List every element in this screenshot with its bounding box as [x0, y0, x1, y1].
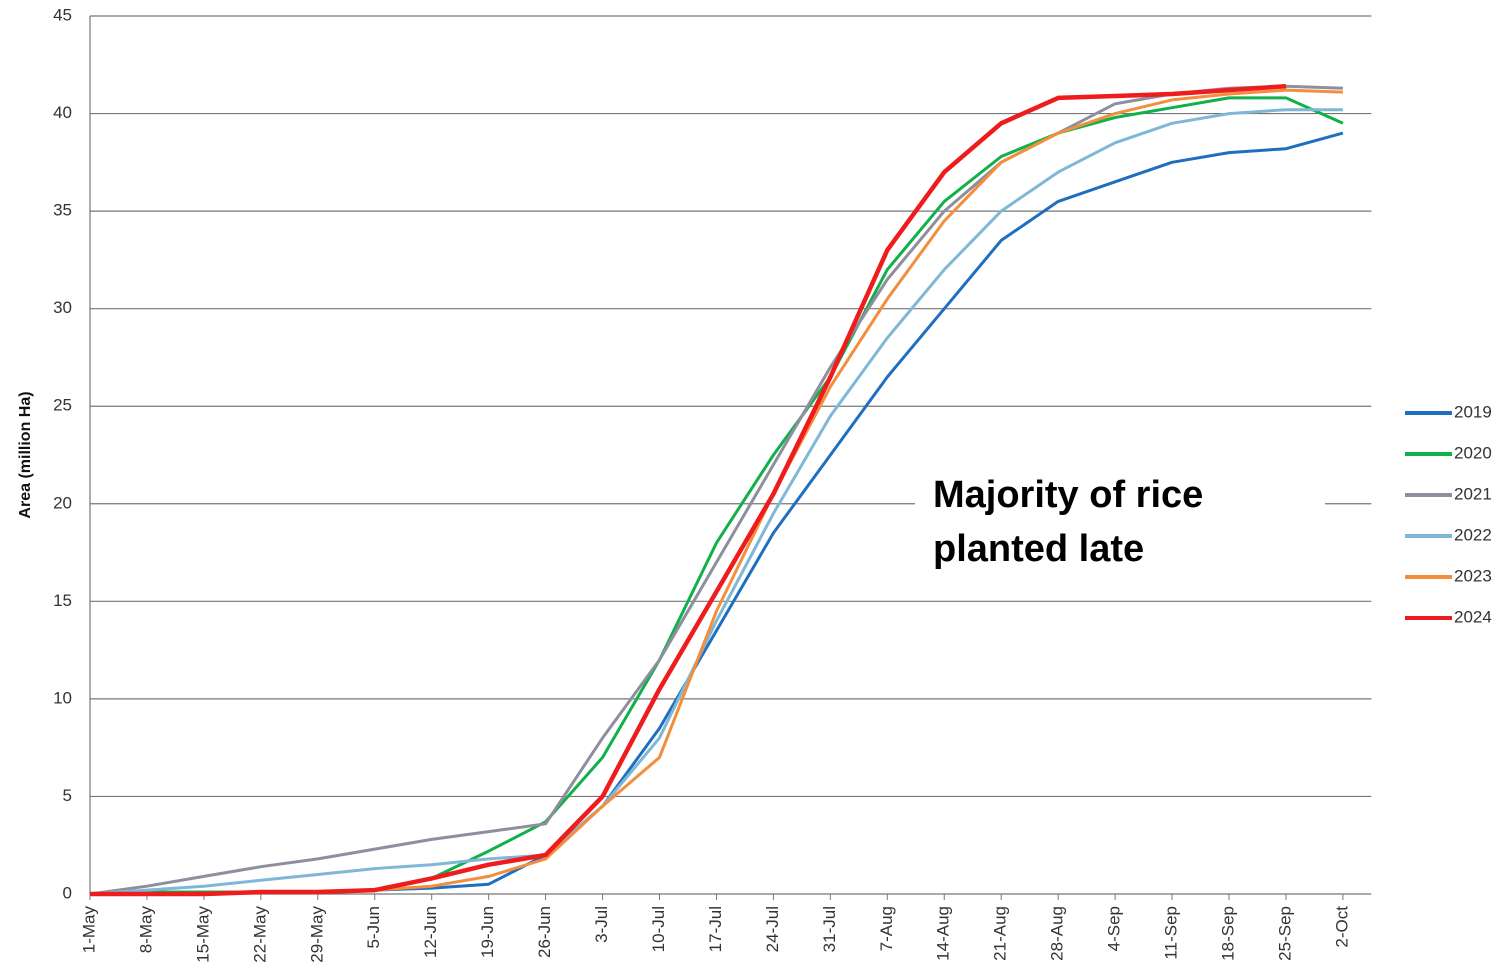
x-tick-label: 12-Jun	[421, 906, 440, 958]
x-tick-label: 29-May	[307, 906, 326, 963]
x-tick-label: 4-Sep	[1105, 906, 1124, 951]
y-tick-label: 0	[63, 883, 72, 902]
legend-label: 2020	[1454, 443, 1492, 462]
legend-label: 2024	[1454, 607, 1492, 626]
legend-label: 2022	[1454, 525, 1492, 544]
x-tick-label: 10-Jul	[649, 906, 668, 952]
x-tick-label: 25-Sep	[1275, 906, 1294, 961]
y-tick-label: 10	[53, 688, 72, 707]
y-tick-label: 45	[53, 5, 72, 24]
annotation-bg	[915, 470, 1325, 580]
x-tick-label: 22-May	[250, 906, 269, 963]
x-tick-label: 15-May	[193, 906, 212, 963]
y-tick-label: 15	[53, 591, 72, 610]
y-tick-label: 20	[53, 493, 72, 512]
x-tick-label: 24-Jul	[763, 906, 782, 952]
x-tick-label: 5-Jun	[364, 906, 383, 949]
series-line	[90, 83, 1287, 897]
x-tick-label: 26-Jun	[535, 906, 554, 958]
x-tick-label: 2-Oct	[1332, 906, 1351, 948]
y-tick-label: 25	[53, 396, 72, 415]
y-tick-label: 5	[63, 786, 72, 805]
x-tick-label: 31-Jul	[820, 906, 839, 952]
x-tick-label: 18-Sep	[1218, 906, 1237, 961]
legend-label: 2019	[1454, 402, 1492, 421]
x-tick-label: 17-Jul	[706, 906, 725, 952]
legend-label: 2023	[1454, 566, 1492, 585]
x-tick-label: 7-Aug	[877, 906, 896, 951]
y-axis-label: Area (million Ha)	[17, 391, 34, 518]
x-tick-label: 14-Aug	[934, 906, 953, 961]
y-tick-label: 35	[53, 201, 72, 220]
y-tick-label: 30	[53, 298, 72, 317]
x-tick-label: 19-Jun	[478, 906, 497, 958]
x-tick-label: 28-Aug	[1048, 906, 1067, 961]
x-tick-label: 1-May	[79, 906, 98, 954]
x-tick-label: 8-May	[136, 906, 155, 954]
x-tick-label: 3-Jul	[592, 906, 611, 943]
x-tick-label: 21-Aug	[991, 906, 1010, 961]
legend-label: 2021	[1454, 484, 1492, 503]
series-line	[89, 84, 1343, 896]
y-tick-label: 40	[53, 103, 72, 122]
x-tick-label: 11-Sep	[1162, 906, 1181, 960]
series-line	[89, 108, 1343, 896]
annotation: Majority of rice planted late	[933, 474, 1203, 570]
